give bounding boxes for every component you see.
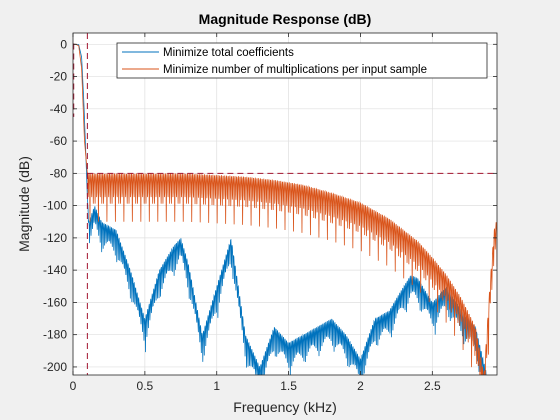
y-tick-label: -60 (50, 134, 68, 148)
plot-lines (73, 33, 497, 375)
y-tick-label: -20 (50, 70, 68, 84)
y-tick-label: -160 (43, 295, 67, 309)
axes-box (72, 32, 498, 376)
legend: Minimize total coefficients Minimize num… (116, 42, 488, 79)
y-tick-label: -120 (43, 231, 67, 245)
x-tick-label: 0.5 (137, 379, 154, 393)
x-tick-label: 0 (70, 379, 77, 393)
x-axis-label: Frequency (kHz) (233, 399, 336, 415)
series-line-1 (73, 43, 487, 375)
y-tick-label: -140 (43, 263, 67, 277)
ticks: 0 0.5 1 1.5 2 2.5 0 -20 -40 -60 -80 -100 -120 -140 -16… (43, 33, 497, 393)
y-tick-label: -180 (43, 328, 67, 342)
y-tick-label: -200 (43, 360, 67, 374)
legend-box (116, 42, 488, 79)
y-axis-label: Magnitude (dB) (16, 156, 32, 252)
y-tick-label: -40 (50, 102, 68, 116)
x-tick-label: 2.5 (424, 379, 441, 393)
chart-title: Magnitude Response (dB) (199, 11, 372, 27)
y-tick-label: -100 (43, 199, 67, 213)
legend-label-series-2: Minimize number of multiplications per i… (163, 64, 427, 76)
series-line-2 (73, 43, 497, 375)
y-tick-label: -80 (50, 166, 68, 180)
x-tick-label: 2 (357, 379, 364, 393)
x-tick-label: 1 (213, 379, 220, 393)
y-tick-label: 0 (60, 37, 67, 51)
legend-label-series-1: Minimize total coefficients (163, 47, 294, 59)
x-tick-label: 1.5 (280, 379, 297, 393)
